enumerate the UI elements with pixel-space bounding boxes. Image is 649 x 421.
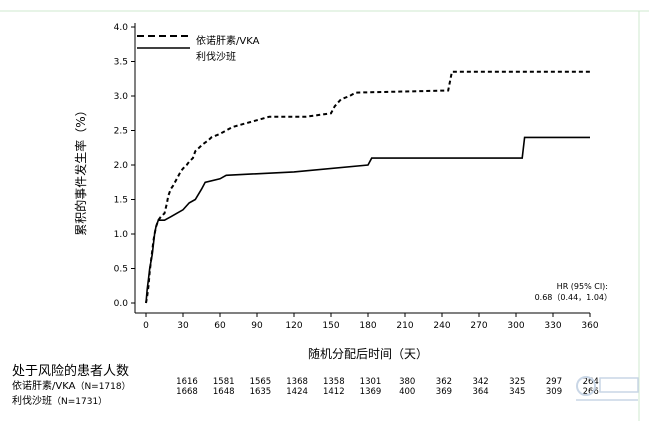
risk-value-r1-c8: 364 (472, 387, 488, 397)
series-layer (145, 70, 590, 304)
y-tick-label-7: 3.5 (114, 58, 128, 68)
axes: 0.0 0.5 1.0 1.5 2.0 2.5 3.0 3.5 4.0 0 30 60 90 120 150… (114, 23, 599, 331)
risk-row-label-rivaroxaban: 利伐沙班（N=1731） (12, 392, 107, 407)
risk-value-r0-c9: 325 (509, 377, 525, 387)
legend-label-rivaroxaban: 利伐沙班 (196, 51, 236, 63)
series-line-0 (145, 70, 590, 304)
risk-table-values: 1616 1581 1565 1368 1358 1301 380 362 342 325 297 2… (176, 377, 599, 397)
watermark-logo (572, 372, 642, 406)
risk-row-n-enoxaparin: （N=1718） (75, 382, 131, 392)
y-tick-label-2: 1.0 (114, 230, 129, 240)
y-axis-label: 累积的事件发生率（%） (73, 104, 88, 235)
y-tick-label-3: 1.5 (114, 196, 128, 206)
risk-value-r0-c7: 362 (436, 377, 452, 387)
risk-value-r0-c10: 297 (546, 377, 562, 387)
risk-value-r1-c7: 369 (436, 387, 452, 397)
risk-value-r0-c8: 342 (472, 377, 488, 387)
y-tick-label-8: 4.0 (114, 23, 129, 33)
y-tick-label-0: 0.0 (114, 299, 129, 309)
risk-value-r0-c2: 1565 (250, 377, 272, 387)
risk-value-r0-c5: 1301 (360, 377, 382, 387)
x-tick-label-0: 0 (143, 321, 149, 331)
hr-annotation-line2: 0.68（0.44，1.04） (535, 293, 612, 302)
risk-value-r0-c0: 1616 (176, 377, 198, 387)
y-tick-label-5: 2.5 (114, 127, 128, 137)
risk-row-name-enoxaparin: 依诺肝素/VKA (12, 381, 76, 392)
watermark-logo-icon (576, 376, 639, 401)
risk-value-r1-c11: 266 (583, 387, 599, 397)
x-axis-label: 随机分配后时间（天） (308, 346, 428, 361)
risk-value-r1-c3: 1424 (286, 387, 308, 397)
x-tick-label-2: 60 (214, 321, 226, 331)
risk-value-r0-c3: 1368 (286, 377, 308, 387)
legend-label-enoxaparin: 依诺肝素/VKA (196, 34, 260, 47)
x-tick-label-7: 210 (396, 321, 413, 331)
risk-value-r1-c5: 1369 (360, 387, 382, 397)
risk-value-r1-c6: 400 (399, 387, 415, 397)
y-tick-label-6: 3.0 (114, 92, 129, 102)
risk-value-r0-c4: 1358 (323, 377, 345, 387)
risk-row-n-rivaroxaban: （N=1731） (52, 397, 108, 407)
risk-table-title: 处于风险的患者人数 (12, 364, 130, 379)
legend: 依诺肝素/VKA 利伐沙班 (137, 34, 260, 63)
x-tick-label-6: 180 (359, 321, 376, 331)
x-tick-label-3: 90 (251, 321, 263, 331)
risk-value-r1-c10: 309 (546, 387, 562, 397)
y-tick-label-1: 0.5 (114, 265, 128, 275)
risk-value-r1-c2: 1635 (250, 387, 272, 397)
x-tick-label-5: 150 (322, 321, 339, 331)
risk-value-r1-c0: 1668 (176, 387, 198, 397)
x-tick-label-10: 300 (507, 321, 524, 331)
hr-annotation-line1: HR (95% CI): (557, 282, 608, 291)
risk-value-r0-c1: 1581 (213, 377, 235, 387)
risk-row-name-rivaroxaban: 利伐沙班 (12, 396, 52, 407)
risk-value-r0-c6: 380 (399, 377, 415, 387)
y-tick-label-4: 2.0 (114, 161, 129, 171)
x-tick-label-11: 330 (544, 321, 561, 331)
series-line-1 (145, 136, 590, 304)
x-tick-label-8: 240 (433, 321, 450, 331)
risk-row-label-enoxaparin: 依诺肝素/VKA（N=1718） (12, 377, 131, 392)
risk-value-r0-c11: 264 (583, 377, 599, 387)
x-tick-label-12: 360 (581, 321, 598, 331)
risk-value-r1-c9: 345 (509, 387, 525, 397)
risk-value-r1-c4: 1412 (323, 387, 345, 397)
x-tick-label-4: 120 (285, 321, 302, 331)
x-tick-label-9: 270 (470, 321, 487, 331)
x-tick-label-1: 30 (177, 321, 189, 331)
risk-value-r1-c1: 1648 (213, 387, 235, 397)
